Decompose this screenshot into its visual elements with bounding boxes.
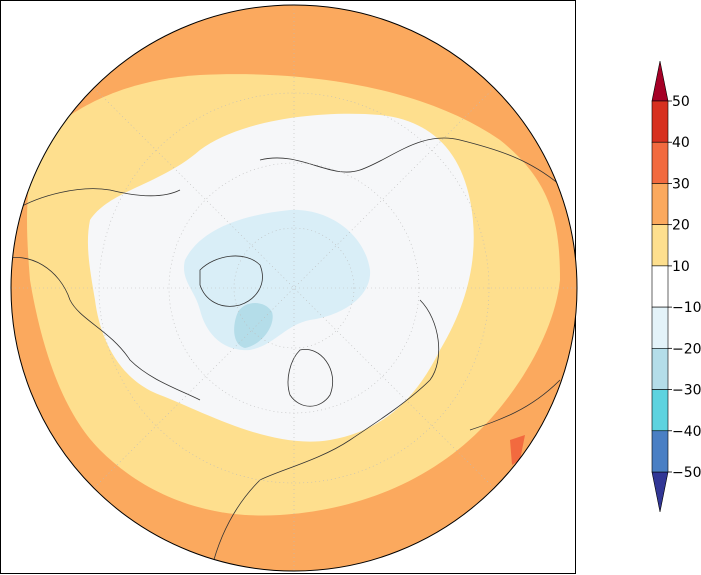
colorbar-arrow-bottom bbox=[651, 471, 669, 513]
colorbar-tick-label: 30 bbox=[672, 176, 690, 192]
colorbar: 50 40 30 20 10 −10 −20 −30 −40 −50 bbox=[651, 60, 701, 513]
colorbar-arrow-top bbox=[651, 60, 669, 102]
colorbar-segment bbox=[651, 389, 669, 432]
colorbar-tick-label: 40 bbox=[672, 135, 690, 151]
graticule bbox=[11, 5, 577, 571]
map bbox=[11, 5, 577, 571]
map-edge bbox=[10, 4, 578, 572]
band-minus10 bbox=[183, 209, 371, 351]
colorbar-tick-label: −20 bbox=[672, 341, 701, 357]
colorbar-tick-label: −50 bbox=[672, 465, 701, 481]
band-30-40 bbox=[510, 435, 525, 465]
band-minus20 bbox=[234, 303, 273, 348]
colorbar-segment bbox=[651, 100, 669, 143]
colorbar-segment bbox=[651, 224, 669, 267]
colorbar-tick-label: −30 bbox=[672, 383, 701, 399]
colorbar-segment bbox=[651, 306, 669, 349]
colorbar-tick-label: 10 bbox=[672, 259, 690, 275]
colorbar-segment bbox=[651, 141, 669, 184]
colorbar-segment bbox=[651, 265, 669, 308]
colorbar-tick-label: 20 bbox=[672, 218, 690, 234]
coastlines bbox=[11, 137, 561, 571]
colorbar-segment bbox=[651, 348, 669, 390]
colorbar-segment bbox=[651, 183, 669, 225]
colorbar-tick-label: 50 bbox=[672, 94, 690, 110]
colorbar-tick-label: −10 bbox=[672, 300, 701, 316]
colorbar-segment bbox=[651, 430, 669, 473]
colorbar-tick-label: −40 bbox=[672, 424, 701, 440]
